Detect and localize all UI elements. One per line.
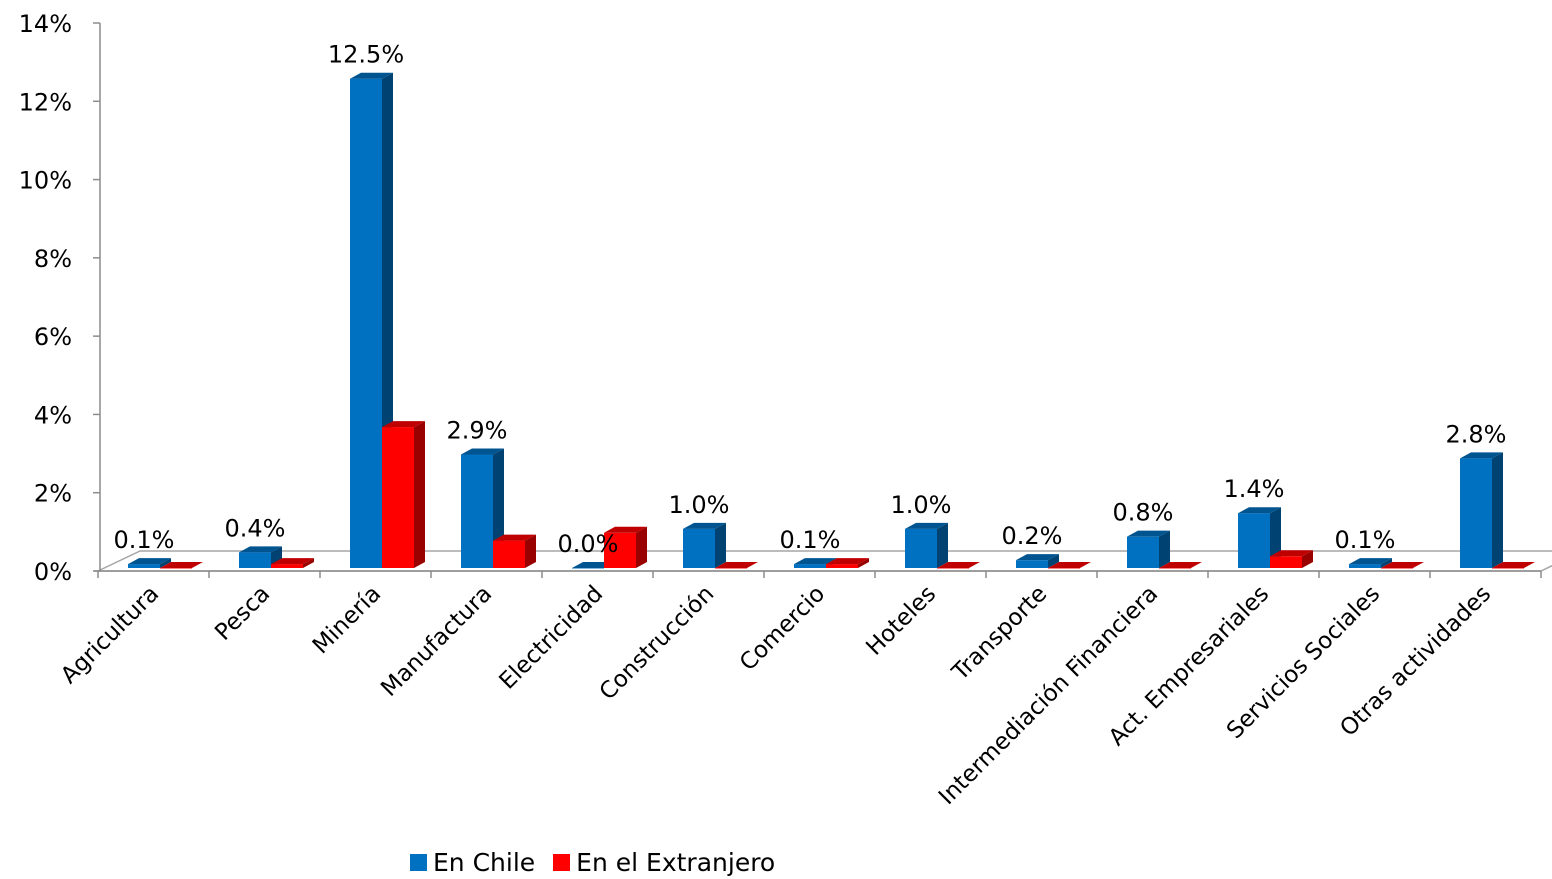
data-label-en-chile: 0.1% xyxy=(114,526,175,554)
legend-swatch-en-chile xyxy=(410,854,427,871)
data-label-en-chile: 1.4% xyxy=(1224,475,1285,503)
category-label: Electricidad xyxy=(494,581,608,695)
data-label-en-chile: 0.8% xyxy=(1113,499,1174,527)
y-tick-label: 2% xyxy=(34,480,72,508)
y-tick-label: 6% xyxy=(34,323,72,351)
legend: En Chile En el Extranjero xyxy=(410,848,793,877)
data-label-en-chile: 2.9% xyxy=(447,416,508,444)
bar-en-el-extranjero xyxy=(826,558,869,568)
category-label: Comercio xyxy=(735,581,830,676)
category-label: Manufactura xyxy=(376,581,497,702)
data-label-en-chile: 0.1% xyxy=(780,526,841,554)
y-tick-label: 10% xyxy=(19,167,72,195)
chart-axes: 0% 2% 4% 6% 8% 10% 12% 14% xyxy=(19,10,1542,586)
data-label-en-chile: 0.1% xyxy=(1335,526,1396,554)
data-labels-group: 0.1% 0.4% 12.5% 2.9% 0.0% 1.0% 0.1% 1.0% 0.2% 0.8… xyxy=(114,41,1507,558)
legend-swatch-en-el-extranjero xyxy=(553,854,571,871)
bar-en-chile xyxy=(128,558,171,568)
data-label-en-chile: 0.4% xyxy=(225,514,286,542)
bar-en-chile xyxy=(1127,530,1170,568)
y-tick-label: 0% xyxy=(34,558,72,586)
category-label: Intermediación Financiera xyxy=(934,581,1163,810)
bar-en-chile xyxy=(1016,554,1059,568)
legend-label-en-chile: En Chile xyxy=(433,848,536,877)
data-label-en-chile: 0.0% xyxy=(558,530,619,558)
category-label: Transporte xyxy=(947,581,1052,686)
bar-en-el-extranjero xyxy=(604,526,647,568)
legend-item-en-chile: En Chile xyxy=(410,848,535,877)
y-tick-label: 4% xyxy=(34,401,72,429)
legend-item-en-el-extranjero: En el Extranjero xyxy=(553,848,775,877)
bar-en-chile xyxy=(1349,558,1392,568)
y-tick-label: 14% xyxy=(19,10,72,38)
data-label-en-chile: 1.0% xyxy=(891,491,952,519)
data-label-en-chile: 0.2% xyxy=(1002,522,1063,550)
category-label: Construcción xyxy=(595,581,720,706)
data-label-en-chile: 2.8% xyxy=(1446,420,1507,448)
category-label: Hoteles xyxy=(861,581,941,661)
bar-en-chile xyxy=(905,522,948,568)
bar-en-el-extranjero xyxy=(1159,562,1202,569)
bar-en-el-extranjero xyxy=(1381,562,1424,569)
bar-en-chile xyxy=(1460,452,1503,568)
bar-en-el-extranjero xyxy=(937,562,980,569)
bar-en-chile xyxy=(683,522,726,568)
category-label: Agricultura xyxy=(56,581,164,689)
bar-en-el-extranjero xyxy=(715,562,758,569)
bar-en-el-extranjero xyxy=(493,534,536,568)
y-tick-label: 8% xyxy=(34,245,72,273)
bar-en-el-extranjero xyxy=(1492,562,1535,569)
bar-en-el-extranjero xyxy=(382,421,425,568)
category-labels-group: Agricultura Pesca MineríaManufacturaElectr… xyxy=(56,581,1496,810)
bar-en-el-extranjero xyxy=(1270,550,1313,568)
bar-en-el-extranjero xyxy=(160,562,203,569)
legend-label-en-el-extranjero: En el Extranjero xyxy=(576,848,776,877)
bars-group xyxy=(128,72,1535,569)
bar-en-chile xyxy=(461,448,504,568)
y-tick-label: 12% xyxy=(19,88,72,116)
category-label: Minería xyxy=(308,581,386,659)
data-label-en-chile: 12.5% xyxy=(328,41,404,69)
bar-en-el-extranjero xyxy=(1048,562,1091,569)
data-label-en-chile: 1.0% xyxy=(669,491,730,519)
bar-en-el-extranjero xyxy=(271,558,314,568)
category-label: Pesca xyxy=(210,581,275,646)
